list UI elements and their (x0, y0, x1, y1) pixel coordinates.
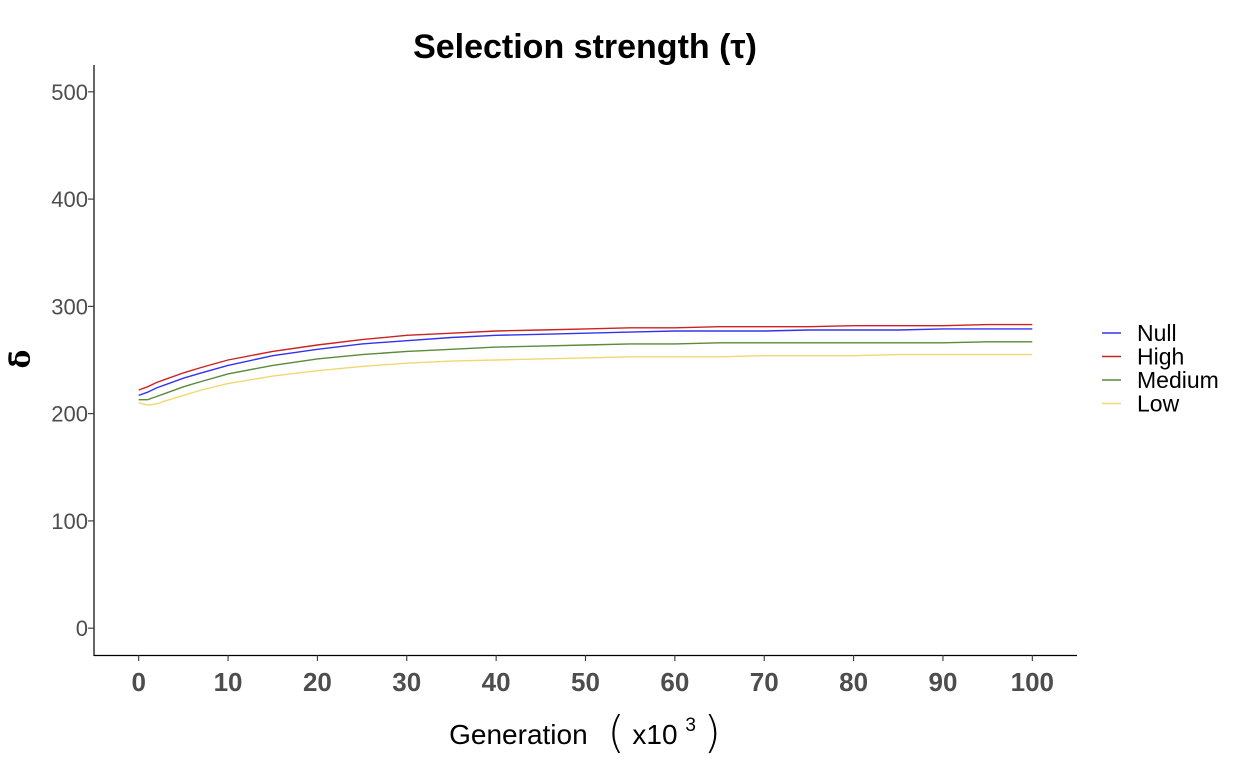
y-tick-label: 200 (51, 402, 88, 427)
x-axis-unit-exponent: 3 (685, 715, 696, 736)
x-tick-label: 90 (928, 667, 957, 697)
x-tick-label: 50 (571, 667, 600, 697)
x-axis-unit-open-paren: ( (607, 707, 624, 758)
y-tick-label: 500 (51, 80, 88, 105)
y-tick-label: 100 (51, 509, 88, 534)
legend-label-null: Null (1137, 320, 1177, 346)
y-axis-title: δ̄ (4, 350, 37, 369)
x-axis-unit-base: x10 (632, 719, 677, 750)
y-tick-label: 300 (51, 294, 88, 319)
series-lines (138, 323, 1033, 406)
y-axis-ticks: 0 100 200 300 400 500 (51, 80, 94, 641)
x-axis-label: Generation (449, 719, 588, 750)
y-tick-label: 0 (76, 616, 88, 641)
legend-label-low: Low (1137, 391, 1180, 417)
y-tick-label: 400 (51, 187, 88, 212)
legend-label-medium: Medium (1137, 367, 1219, 393)
x-axis-unit-close-paren: ) (704, 707, 721, 758)
x-tick-label: 100 (1011, 667, 1054, 697)
x-tick-label: 0 (131, 667, 145, 697)
x-tick-label: 80 (839, 667, 868, 697)
chart-title: Selection strength (τ) (413, 28, 757, 66)
x-tick-label: 30 (392, 667, 421, 697)
x-axis-ticks: 0 10 20 30 40 50 60 70 80 90 100 (131, 655, 1054, 697)
x-tick-label: 60 (660, 667, 689, 697)
x-tick-label: 20 (303, 667, 332, 697)
series-line-null (138, 328, 1033, 397)
series-line-high (138, 323, 1033, 391)
x-axis-title: Generation ( x10 3 ) (449, 706, 721, 758)
series-line-medium (138, 341, 1033, 401)
x-tick-label: 10 (214, 667, 243, 697)
x-tick-label: 40 (482, 667, 511, 697)
x-tick-label: 70 (750, 667, 779, 697)
legend-label-high: High (1137, 344, 1184, 370)
series-line-low (138, 353, 1033, 406)
